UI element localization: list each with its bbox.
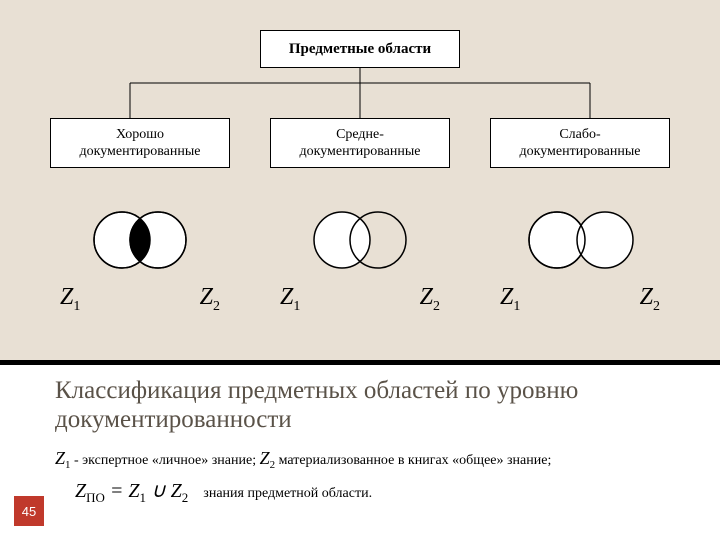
diagram-panel: Предметные области Хорошодокументированн… (0, 0, 720, 365)
formula-lhs: Z (75, 480, 86, 502)
venn-2-svg (295, 200, 425, 280)
formula-b-sub: 2 (182, 490, 189, 505)
tree-root-label: Предметные области (289, 41, 431, 58)
venn-1-z2: Z2 (200, 284, 220, 315)
legend-z1-sym: Z (55, 448, 65, 468)
formula-eq: = (105, 480, 129, 502)
venn-1-z1: Z1 (60, 284, 80, 315)
tree-child-1-label: Хорошодокументированные (80, 126, 201, 161)
formula-lhs-sub: ПО (86, 490, 105, 505)
venn-3: Z1 Z2 (490, 200, 670, 315)
tree-connectors (0, 68, 720, 118)
legend-z1-text: - экспертное «личное» знание; (71, 453, 260, 468)
tree-child-3: Слабо-документированные (490, 118, 670, 168)
venn-1: Z1 Z2 (50, 200, 230, 315)
venn-2: Z1 Z2 (270, 200, 450, 315)
slide-title: Классификация предметных областей по уро… (55, 377, 665, 435)
formula-tail: знания предметной области. (203, 486, 372, 501)
legend-z2-text: материализованное в книгах «общее» знани… (275, 453, 551, 468)
venn-2-z2: Z2 (420, 284, 440, 315)
venn-1-labels: Z1 Z2 (50, 280, 230, 315)
venn-1-svg (75, 200, 205, 280)
legend-z2-sym: Z (260, 448, 270, 468)
tree-root-box: Предметные области (260, 30, 460, 68)
venn-3-svg (515, 200, 645, 280)
tree-child-1: Хорошодокументированные (50, 118, 230, 168)
tree-children-row: Хорошодокументированные Средне-документи… (0, 118, 720, 168)
venn-3-z2: Z2 (640, 284, 660, 315)
tree-child-2-label: Средне-документированные (300, 126, 421, 161)
formula-b: Z (171, 480, 182, 502)
legend: Z1 - экспертное «личное» знание; Z2 мате… (55, 443, 665, 474)
page-number-badge: 45 (14, 496, 44, 526)
tree-child-3-label: Слабо-документированные (520, 126, 641, 161)
caption-panel: Классификация предметных областей по уро… (0, 365, 720, 506)
venn-2-z1: Z1 (280, 284, 300, 315)
formula-op: ∪ (146, 480, 171, 502)
formula: ZПО = Z1 ∪ Z2 знания предметной области. (75, 478, 665, 506)
page-number: 45 (22, 504, 36, 519)
venn-3-z1: Z1 (500, 284, 520, 315)
venn-2-labels: Z1 Z2 (270, 280, 450, 315)
tree-child-2: Средне-документированные (270, 118, 450, 168)
formula-a: Z (128, 480, 139, 502)
venn-row: Z1 Z2 Z1 Z2 Z1 Z2 (0, 200, 720, 315)
venn-3-labels: Z1 Z2 (490, 280, 670, 315)
